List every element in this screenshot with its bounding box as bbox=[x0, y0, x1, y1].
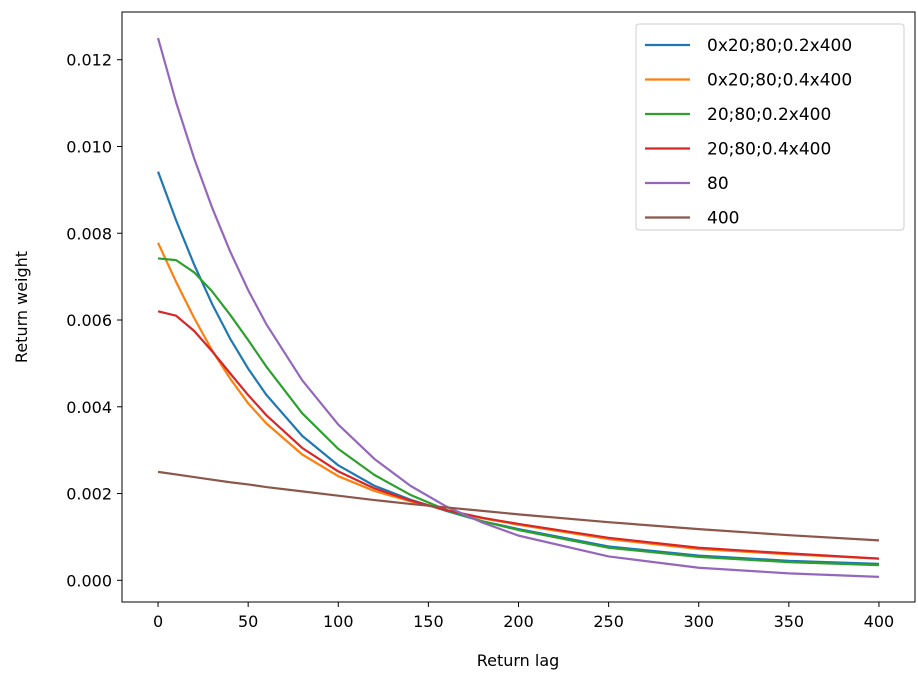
x-tick-label: 350 bbox=[774, 612, 805, 631]
legend-label-3: 20;80;0.2x400 bbox=[707, 105, 831, 125]
x-tick-label: 400 bbox=[864, 612, 895, 631]
legend-box bbox=[635, 23, 905, 231]
legend-label-1: 0x20;80;0.2x400 bbox=[707, 36, 852, 56]
y-tick-label: 0.000 bbox=[66, 571, 112, 590]
y-tick-label: 0.008 bbox=[66, 224, 112, 243]
y-tick-label: 0.004 bbox=[66, 398, 112, 417]
x-tick-label: 100 bbox=[323, 612, 354, 631]
x-tick-label: 50 bbox=[238, 612, 258, 631]
series-line-3 bbox=[157, 257, 879, 567]
x-tick-label: 250 bbox=[593, 612, 624, 631]
legend-label-4: 20;80;0.4x400 bbox=[707, 140, 831, 160]
x-axis-ticks: 0 50 100 150 200 250 300 350 400 bbox=[153, 602, 894, 631]
y-tick-label: 0.006 bbox=[66, 311, 112, 330]
y-tick-label: 0.002 bbox=[66, 485, 112, 504]
plot-frame bbox=[121, 11, 916, 603]
legend-label-5: 80 bbox=[707, 174, 729, 194]
x-tick-label: 150 bbox=[413, 612, 444, 631]
x-axis-label: Return lag bbox=[477, 651, 560, 670]
y-axis-label: Return weight bbox=[12, 251, 31, 363]
series-line-4 bbox=[157, 310, 880, 560]
legend: 0x20;80;0.2x400 0x20;80;0.4x400 20;80;0.2x… bbox=[635, 23, 905, 231]
series-lines bbox=[156, 37, 880, 578]
x-tick-label: 0 bbox=[153, 612, 163, 631]
series-line-5 bbox=[156, 37, 879, 578]
y-tick-label: 0.010 bbox=[66, 137, 112, 156]
y-axis-ticks: 0.000 0.002 0.004 0.006 0.008 0.010 0.012 bbox=[66, 51, 122, 590]
series-line-1 bbox=[157, 171, 879, 565]
y-tick-label: 0.012 bbox=[66, 51, 112, 70]
legend-label-6: 400 bbox=[707, 209, 739, 229]
x-tick-label: 200 bbox=[503, 612, 534, 631]
legend-label-2: 0x20;80;0.4x400 bbox=[707, 71, 852, 91]
series-line-6 bbox=[157, 470, 880, 542]
series-line-2 bbox=[157, 242, 880, 560]
x-tick-label: 300 bbox=[683, 612, 714, 631]
